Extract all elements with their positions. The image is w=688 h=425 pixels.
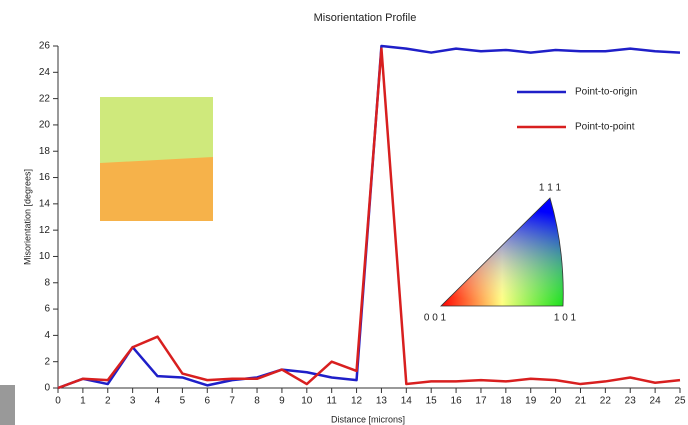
y-tick-label: 18 xyxy=(39,146,51,157)
x-tick-label: 10 xyxy=(301,396,313,407)
y-axis-label: Misorientation [degrees] xyxy=(22,169,32,265)
x-tick-label: 8 xyxy=(254,396,260,407)
x-tick-label: 7 xyxy=(229,396,235,407)
x-tick-label: 21 xyxy=(575,396,587,407)
legend-label: Point-to-origin xyxy=(575,87,637,98)
annotation: 0 0 1 xyxy=(424,313,447,324)
legend-label: Point-to-point xyxy=(575,122,635,133)
y-tick-label: 14 xyxy=(39,198,51,209)
x-tick-label: 4 xyxy=(155,396,161,407)
x-tick-label: 16 xyxy=(451,396,463,407)
annotation: 1 1 1 xyxy=(539,183,562,194)
x-tick-label: 22 xyxy=(600,396,612,407)
y-tick-label: 16 xyxy=(39,172,51,183)
side-tab xyxy=(0,385,15,425)
y-tick-label: 10 xyxy=(39,251,51,262)
x-axis-label: Distance [microns] xyxy=(331,414,405,424)
x-tick-label: 18 xyxy=(500,396,512,407)
x-tick-label: 13 xyxy=(376,396,388,407)
x-tick-label: 12 xyxy=(351,396,363,407)
color-key xyxy=(441,198,563,306)
x-tick-label: 20 xyxy=(550,396,562,407)
y-tick-label: 12 xyxy=(39,225,51,236)
x-tick-label: 25 xyxy=(674,396,686,407)
y-tick-label: 2 xyxy=(44,356,50,367)
x-tick-label: 5 xyxy=(180,396,186,407)
y-tick-label: 26 xyxy=(39,41,51,52)
x-tick-label: 15 xyxy=(426,396,438,407)
chart-title: Misorientation Profile xyxy=(314,12,417,24)
chart: Misorientation Profile Distance [microns… xyxy=(0,0,688,425)
x-tick-label: 1 xyxy=(80,396,86,407)
y-tick-label: 8 xyxy=(44,277,50,288)
annotation: 1 0 1 xyxy=(554,313,577,324)
x-tick-label: 3 xyxy=(130,396,136,407)
x-tick-label: 11 xyxy=(326,396,337,407)
x-tick-label: 2 xyxy=(105,396,111,407)
x-tick-label: 9 xyxy=(279,396,285,407)
x-tick-label: 23 xyxy=(625,396,637,407)
y-tick-label: 0 xyxy=(44,383,50,394)
x-tick-label: 6 xyxy=(204,396,210,407)
x-tick-label: 19 xyxy=(525,396,537,407)
x-tick-label: 0 xyxy=(55,396,61,407)
inset-map xyxy=(100,97,213,221)
y-tick-label: 24 xyxy=(39,67,51,78)
y-tick-label: 6 xyxy=(44,304,50,315)
x-tick-label: 24 xyxy=(650,396,662,407)
x-tick-label: 14 xyxy=(401,396,413,407)
y-tick-label: 22 xyxy=(39,93,51,104)
x-tick-label: 17 xyxy=(475,396,487,407)
y-tick-label: 4 xyxy=(44,330,50,341)
y-tick-label: 20 xyxy=(39,120,51,131)
